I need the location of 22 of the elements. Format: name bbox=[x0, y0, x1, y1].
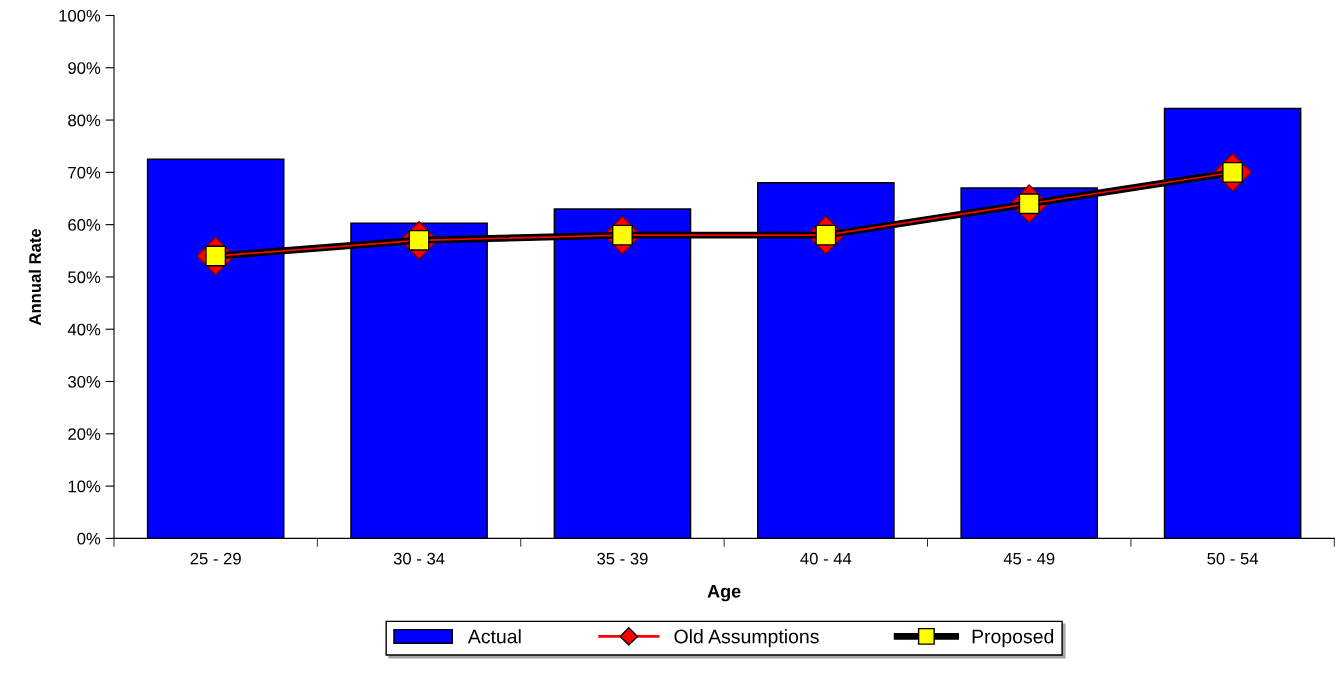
x-tick-label: 45 - 49 bbox=[1003, 552, 1055, 565]
y-tick-label: 20% bbox=[68, 428, 101, 441]
x-tick-label: 35 - 39 bbox=[597, 552, 648, 565]
x-tick-label: 50 - 54 bbox=[1207, 552, 1259, 565]
legend-label: Old Assumptions bbox=[674, 629, 819, 648]
y-tick-label: 80% bbox=[68, 114, 101, 127]
y-tick-label: 50% bbox=[68, 271, 101, 284]
x-tick-label: 40 - 44 bbox=[800, 552, 852, 565]
legend-label: Proposed bbox=[972, 629, 1054, 648]
x-axis-title: Age bbox=[707, 585, 741, 602]
legend-label: Actual bbox=[467, 629, 521, 644]
y-axis-title: Annual Rate bbox=[28, 228, 41, 326]
y-tick-label: 100% bbox=[59, 9, 101, 22]
y-tick-label: 10% bbox=[68, 480, 101, 493]
y-tick-label: 90% bbox=[68, 62, 101, 74]
y-tick-label: 30% bbox=[68, 375, 101, 388]
x-tick-label: 25 - 29 bbox=[190, 552, 241, 565]
y-tick-label: 60% bbox=[68, 219, 101, 231]
y-tick-label: 0% bbox=[77, 532, 101, 545]
y-tick-label: 40% bbox=[67, 323, 101, 336]
y-tick-label: 70% bbox=[68, 166, 101, 179]
x-tick-label: 30 - 34 bbox=[393, 552, 445, 565]
